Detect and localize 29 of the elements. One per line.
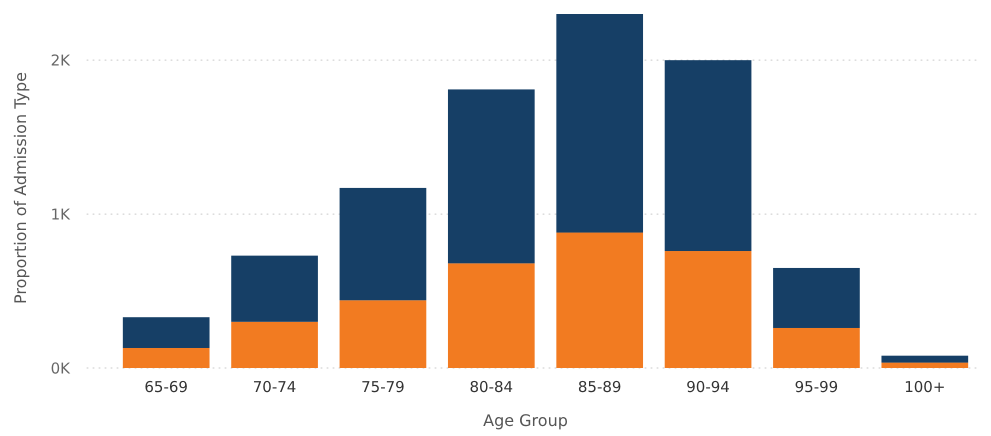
bar: [773, 328, 860, 368]
x-axis-title: Age Group: [483, 411, 568, 430]
bar: [340, 300, 426, 368]
bar: [340, 188, 426, 300]
x-tick-label: 100+: [904, 378, 946, 396]
bar: [664, 251, 752, 368]
x-tick-label: 70-74: [252, 378, 296, 396]
bar: [881, 362, 968, 368]
y-tick-label: 2K: [50, 51, 72, 70]
bar: [448, 89, 535, 264]
x-tick-label: 95-99: [794, 378, 838, 396]
y-tick-label: 0K: [50, 359, 72, 378]
bar: [448, 263, 535, 368]
bar: [556, 14, 644, 233]
x-tick-label: 90-94: [686, 378, 730, 396]
x-tick-label: 65-69: [144, 378, 188, 396]
bar: [231, 256, 318, 322]
bar: [122, 317, 210, 348]
bar: [231, 322, 318, 368]
y-axis-title: Proportion of Admission Type: [11, 72, 30, 304]
bar: [881, 356, 968, 363]
bar: [556, 232, 644, 368]
y-tick-label: 1K: [50, 205, 72, 224]
x-tick-label: 80-84: [470, 378, 514, 396]
bar: [122, 348, 210, 368]
x-tick-label: 75-79: [361, 378, 405, 396]
bar: [664, 60, 752, 252]
bar: [773, 268, 860, 328]
x-tick-label: 85-89: [578, 378, 622, 396]
